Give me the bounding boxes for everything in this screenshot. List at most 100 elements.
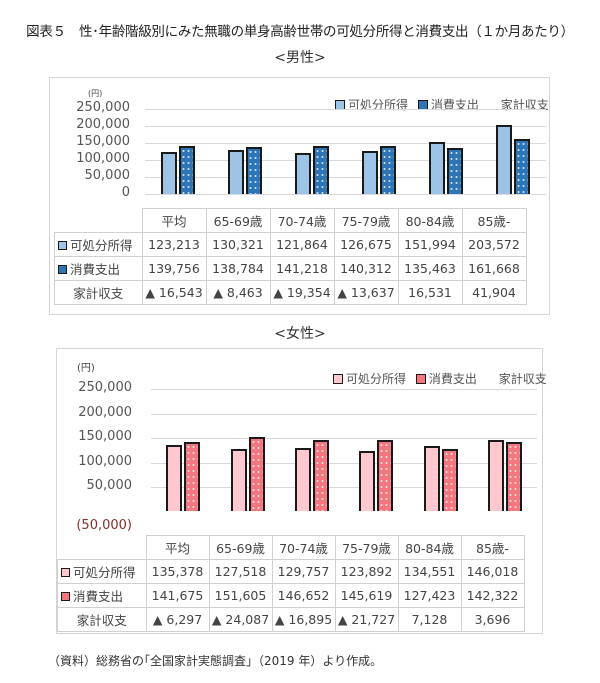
bar-spending xyxy=(446,147,463,194)
bar-income xyxy=(166,445,183,512)
y-tick-label: 200,000 xyxy=(76,117,130,132)
row-header-income: 可処分所得 xyxy=(57,559,147,584)
y-tick-label: 150,000 xyxy=(76,134,130,149)
legend-key-icon xyxy=(58,265,67,274)
y-axis-unit: (円) xyxy=(88,89,103,98)
row-header-spending: 消費支出 xyxy=(54,256,143,281)
bar-income xyxy=(294,447,311,512)
female-subtitle: <女性> xyxy=(274,326,326,342)
table-row: 家計収支 ▲ 6,297 ▲ 24,087 ▲ 16,895 ▲ 21,727 7,128… xyxy=(57,607,525,632)
source-note: （資料）総務省の｢全国家計実態調査｣（2019 年）より作成。 xyxy=(48,654,383,668)
column-header: 65-69歳 xyxy=(208,535,273,560)
row-header-balance: 家計収支 xyxy=(57,607,147,632)
bar-spending xyxy=(246,146,263,194)
legend-balance: 家計収支 xyxy=(498,372,547,386)
table-cell: 139,756 xyxy=(141,256,207,281)
bar-spending xyxy=(184,442,201,512)
table-cell: 141,218 xyxy=(269,256,335,281)
row-header-balance: 家計収支 xyxy=(54,280,143,305)
bar-income xyxy=(487,439,504,512)
table-cell: 135,463 xyxy=(397,256,463,281)
legend-swatch-icon xyxy=(417,99,428,110)
table-row: 消費支出 139,756 138,784 141,218 140,312 135,463 1… xyxy=(54,256,527,281)
table-cell: 7,128 xyxy=(397,607,462,632)
male-chart-panel: (円) 可処分所得 消費支出 家計収支 250,000 200,000 150,00… xyxy=(49,77,550,315)
male-data-table: 平均 65-69歳 70-74歳 75-79歳 80-84歳 85歳- 可処分所得 123,2… xyxy=(54,208,527,305)
bar-income xyxy=(228,149,245,194)
bar-spending xyxy=(179,146,196,194)
gridline xyxy=(145,143,546,144)
table-cell: 126,675 xyxy=(333,232,399,257)
table-row: 可処分所得 123,213 130,321 121,864 126,675 151,994… xyxy=(54,232,527,257)
bar-spending xyxy=(441,449,458,512)
table-cell: ▲ 21,727 xyxy=(334,607,399,632)
table-cell: 3,696 xyxy=(460,607,525,632)
table-cell: 141,675 xyxy=(145,583,210,608)
table-cell: ▲ 19,354 xyxy=(269,280,335,305)
table-row: 可処分所得 135,378 127,518 129,757 123,892 134,551… xyxy=(57,559,525,584)
y-tick-label: 200,000 xyxy=(78,404,132,420)
legend-income: 可処分所得 xyxy=(333,372,406,386)
table-cell: 146,652 xyxy=(271,583,336,608)
column-header: 85歳- xyxy=(461,208,527,233)
gridline xyxy=(151,413,537,415)
table-cell: 134,551 xyxy=(397,559,462,584)
table-cell: 161,668 xyxy=(461,256,527,281)
gridline xyxy=(145,160,546,161)
table-cell: ▲ 16,895 xyxy=(271,607,336,632)
column-header: 70-74歳 xyxy=(269,208,335,233)
table-corner xyxy=(58,536,147,560)
table-cell: 151,994 xyxy=(397,232,463,257)
bar-income xyxy=(295,152,312,194)
table-cell: 127,423 xyxy=(397,583,462,608)
table-cell: ▲ 13,637 xyxy=(333,280,399,305)
table-cell: 123,892 xyxy=(334,559,399,584)
column-header: 平均 xyxy=(141,208,207,233)
table-cell: 145,619 xyxy=(334,583,399,608)
figure-title: 図表５ 性･年齢階級別にみた無職の単身高齢世帯の可処分所得と消費支出（１か月あた… xyxy=(26,24,574,40)
chart-legend: 可処分所得 消費支出 家計収支 xyxy=(335,96,549,113)
chart-legend: 可処分所得 消費支出 家計収支 xyxy=(333,370,547,387)
bar-income xyxy=(230,449,247,512)
column-header: 85歳- xyxy=(460,535,525,560)
legend-key-icon xyxy=(58,241,67,250)
table-row: 消費支出 141,675 151,605 146,652 145,619 127,423 1… xyxy=(57,583,525,608)
gridline xyxy=(145,194,546,195)
female-chart-panel: (円) 可処分所得 消費支出 家計収支 250,000 200,000 150,00… xyxy=(56,348,547,634)
table-cell: 140,312 xyxy=(333,256,399,281)
table-cell: ▲ 8,463 xyxy=(205,280,271,305)
bar-spending xyxy=(248,437,265,512)
female-data-table: 平均 65-69歳 70-74歳 75-79歳 80-84歳 85歳- 可処分所得 135,3… xyxy=(57,535,525,632)
y-tick-label-negative: (50,000) xyxy=(76,518,132,533)
table-cell: 16,531 xyxy=(397,280,463,305)
table-cell: 138,784 xyxy=(205,256,271,281)
column-header: 75-79歳 xyxy=(333,208,399,233)
gridline xyxy=(151,462,537,464)
gridline xyxy=(145,126,546,127)
y-tick-label: 100,000 xyxy=(76,151,130,166)
table-corner xyxy=(55,209,143,233)
bar-spending xyxy=(513,139,530,194)
table-cell: 151,605 xyxy=(208,583,273,608)
y-tick-label: 50,000 xyxy=(86,478,133,493)
gridline xyxy=(151,438,537,439)
y-tick-label: 0 xyxy=(121,185,130,200)
table-cell: 129,757 xyxy=(271,559,336,584)
bar-income xyxy=(428,142,445,194)
bar-income xyxy=(495,124,512,194)
table-cell: 146,018 xyxy=(460,559,525,584)
y-tick-label: 100,000 xyxy=(78,453,132,469)
row-header-income: 可処分所得 xyxy=(54,232,143,257)
column-header: 80-84歳 xyxy=(397,208,463,233)
legend-key-icon xyxy=(61,592,70,601)
bar-income xyxy=(161,152,178,194)
column-header: 80-84歳 xyxy=(397,535,462,560)
bar-income xyxy=(359,450,376,512)
table-cell: ▲ 6,297 xyxy=(145,607,210,632)
legend-swatch-icon xyxy=(333,373,343,384)
gridline xyxy=(145,109,546,110)
column-header: 平均 xyxy=(145,535,210,560)
legend-spending: 消費支出 xyxy=(415,372,477,386)
male-subtitle: <男性> xyxy=(274,50,326,66)
bar-spending xyxy=(505,441,522,512)
